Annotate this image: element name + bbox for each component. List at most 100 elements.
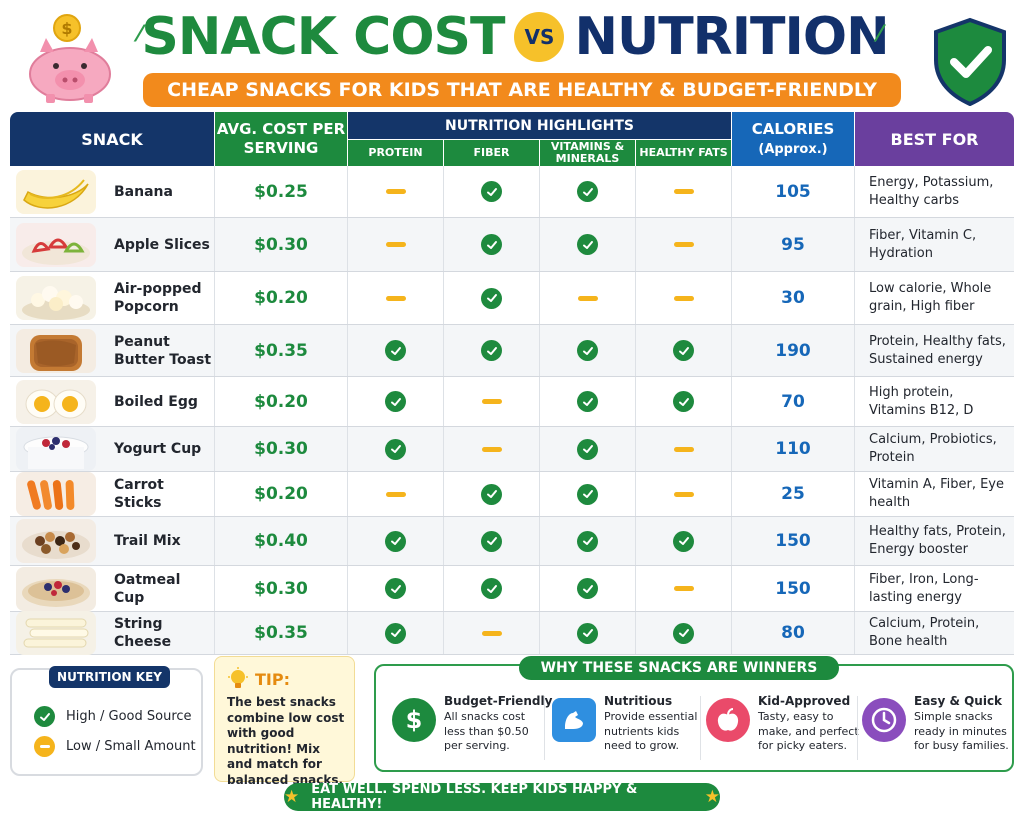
snack-calories: 80 [732, 612, 855, 654]
snack-calories: 190 [732, 325, 855, 376]
nutrient-fiber [444, 427, 540, 471]
winner-budget-title: Budget-Friendly [444, 694, 553, 708]
check-icon [481, 483, 502, 505]
piggy-bank-icon: $ [29, 14, 111, 103]
check-icon [577, 530, 598, 552]
nutrient-fiber [444, 166, 540, 217]
table-row: Yogurt Cup $0.30 110 Calcium, Probiotics, P… [10, 427, 1014, 472]
table-row: Apple Slices $0.30 95 Fiber, Vitamin C, Hyd… [10, 218, 1014, 272]
snack-cost: $0.25 [215, 166, 348, 217]
snack-image-cell [10, 517, 102, 565]
header-calories-sub: (Approx.) [758, 141, 828, 157]
nutrient-vitamins [540, 218, 636, 271]
dash-icon [385, 242, 406, 247]
tip-text: The best snacks combine low cost with go… [227, 695, 345, 787]
why-title: WHY THESE SNACKS ARE WINNERS [519, 656, 839, 680]
snack-cost: $0.35 [215, 612, 348, 654]
snack-best-for: Protein, Healthy fats, Sustained energy [869, 333, 1006, 367]
nutrient-protein [348, 166, 444, 217]
snack-cost: $0.30 [215, 427, 348, 471]
header-calories: CALORIES (Approx.) [732, 112, 855, 166]
dash-icon [673, 446, 694, 452]
winner-easy-quick-title: Easy & Quick [914, 694, 1003, 708]
nutrient-protein [348, 566, 444, 611]
dash-icon [481, 446, 502, 452]
header-calories-label: CALORIES [751, 119, 835, 138]
nutrient-protein [348, 427, 444, 471]
sparkle-right-icon: ⁄ [878, 22, 882, 47]
check-icon [577, 622, 598, 644]
snack-image-cell [10, 566, 102, 611]
key-high-label: High / Good Source [66, 709, 192, 724]
subtitle-banner: CHEAP SNACKS FOR KIDS THAT ARE HEALTHY &… [143, 73, 901, 107]
snack-best-for: Energy, Potassium, Healthy carbs [869, 174, 994, 208]
nutrient-protein [348, 472, 444, 516]
divider [857, 696, 858, 760]
check-icon [577, 438, 598, 460]
nutrient-fats [636, 325, 732, 376]
check-icon [481, 234, 502, 255]
nutrient-protein [348, 612, 444, 654]
muscle-icon [552, 698, 596, 742]
snack-name: Yogurt Cup [102, 427, 215, 471]
nutrient-fats [636, 472, 732, 516]
nutrient-protein [348, 218, 444, 271]
snack-name: Trail Mix [102, 517, 215, 565]
snack-image-cell [10, 472, 102, 516]
check-icon [577, 234, 598, 255]
svg-text:$: $ [61, 19, 72, 38]
title-left: SNACK COST [141, 7, 505, 67]
winner-nutritious-title: Nutritious [604, 694, 673, 708]
check-icon [481, 181, 502, 202]
nutrient-fiber [444, 612, 540, 654]
check-icon [385, 340, 406, 361]
nutrient-fats [636, 427, 732, 471]
snack-calories: 110 [732, 427, 855, 471]
carrot-image [16, 472, 96, 516]
nutrient-vitamins [540, 566, 636, 611]
footer-banner: ★ EAT WELL. SPEND LESS. KEEP KIDS HAPPY … [284, 782, 720, 812]
shield-check-icon [934, 17, 1006, 106]
snack-calories: 25 [732, 472, 855, 516]
nutrient-fiber [444, 566, 540, 611]
snack-best-for: Calcium, Probiotics, Protein [869, 432, 997, 465]
nutrient-protein [348, 325, 444, 376]
nutrient-protein [348, 377, 444, 426]
nutrient-fats [636, 566, 732, 611]
check-icon [481, 287, 502, 309]
nutrient-vitamins [540, 272, 636, 324]
snack-cost: $0.30 [215, 218, 348, 271]
header-best-for: BEST FOR [855, 112, 1014, 166]
nutrient-fiber [444, 377, 540, 426]
check-icon [673, 530, 694, 552]
table-header: SNACK AVG. COST PER SERVING NUTRITION HI… [10, 112, 1014, 166]
snack-image-cell [10, 166, 102, 217]
snack-best-for: Healthy fats, Protein, Energy booster [869, 524, 1006, 557]
divider [544, 696, 545, 760]
nutrient-fats [636, 612, 732, 654]
check-icon [577, 181, 598, 202]
table-row: String Cheese $0.35 80 Calcium, Protein, Bo… [10, 611, 1014, 655]
check-icon [481, 530, 502, 552]
key-high-row: High / Good Source [34, 706, 192, 727]
winner-kid-approved-title: Kid-Approved [758, 694, 851, 708]
check-icon [577, 483, 598, 505]
check-icon [673, 340, 694, 361]
oatmeal-image [16, 566, 96, 611]
nutrient-fiber [444, 325, 540, 376]
nutrient-vitamins [540, 377, 636, 426]
tip-title: TIP: [255, 669, 290, 689]
snack-best-for: Vitamin A, Fiber, Eye health [869, 477, 1004, 510]
page-title: SNACK COST VS NUTRITION [130, 4, 900, 70]
nutrient-vitamins [540, 325, 636, 376]
vs-badge: VS [514, 12, 565, 62]
nutrient-fats [636, 166, 732, 217]
nutrient-fats [636, 377, 732, 426]
table-row: Peanut Butter Toast $0.35 190 Protein, Heal… [10, 325, 1014, 377]
star-icon: ★ [284, 787, 300, 807]
dash-icon [673, 295, 694, 301]
dash-icon [385, 491, 406, 497]
header-fiber: FIBER [444, 139, 540, 166]
winner-easy-quick: Easy & Quick Simple snacks ready in minu… [862, 694, 1017, 764]
table-row: Air-popped Popcorn $0.20 30 Low calorie, Wh… [10, 272, 1014, 325]
